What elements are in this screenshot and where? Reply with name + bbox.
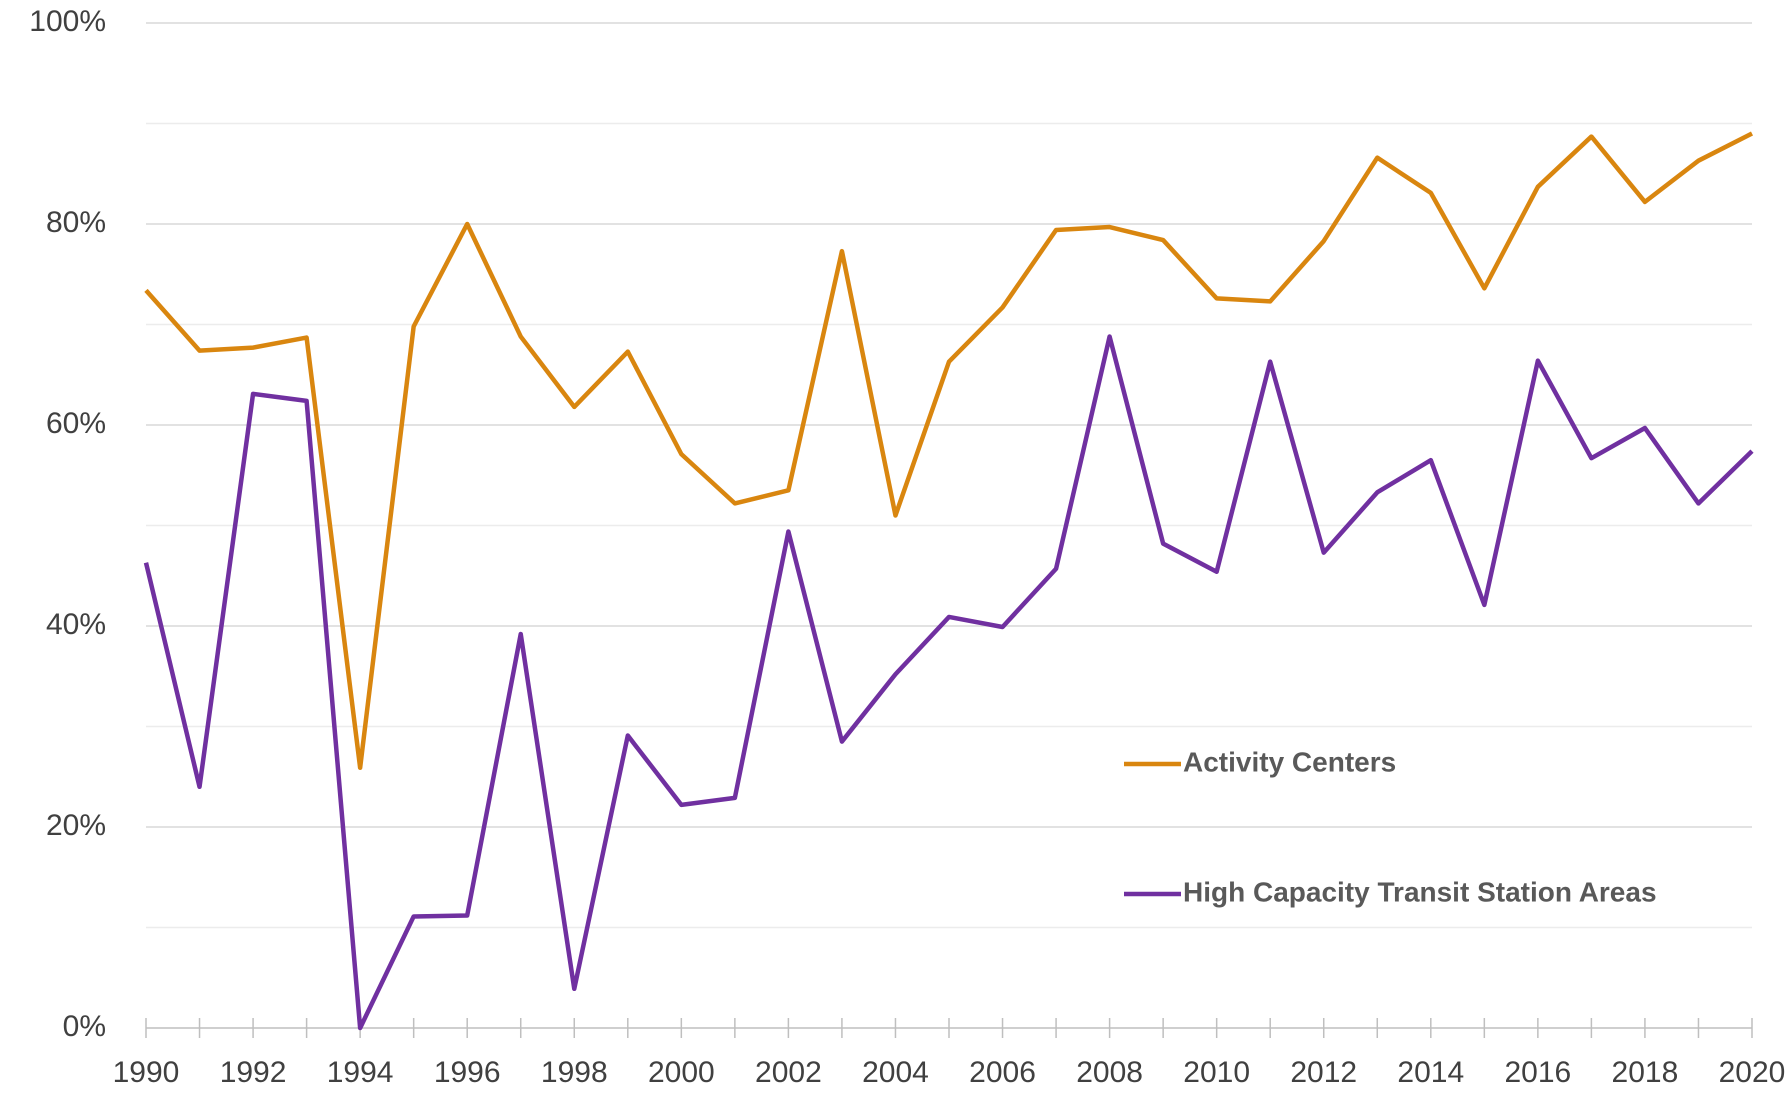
x-tick-label: 1994 <box>327 1056 394 1089</box>
x-tick-label: 2018 <box>1612 1056 1679 1089</box>
legend-label: Activity Centers <box>1183 746 1396 777</box>
legend-label: High Capacity Transit Station Areas <box>1183 876 1657 907</box>
x-tick-label: 2014 <box>1397 1056 1464 1089</box>
x-tick-label: 2012 <box>1290 1056 1357 1089</box>
x-tick-label: 2016 <box>1504 1056 1571 1089</box>
x-tick-label: 2010 <box>1183 1056 1250 1089</box>
y-tick-label: 0% <box>63 1010 106 1043</box>
series-line <box>144 131 1754 770</box>
y-tick-label: 100% <box>29 5 106 38</box>
x-tick-label: 2002 <box>755 1056 822 1089</box>
x-tick-label: 2006 <box>969 1056 1036 1089</box>
x-tick-label: 2000 <box>648 1056 715 1089</box>
y-tick-label: 80% <box>46 206 106 239</box>
y-tick-label: 20% <box>46 809 106 842</box>
series-line <box>143 334 1754 1031</box>
y-tick-label: 40% <box>46 608 106 641</box>
x-tick-label: 2020 <box>1719 1056 1786 1089</box>
x-tick-label: 1990 <box>113 1056 180 1089</box>
x-tick-label: 2004 <box>862 1056 929 1089</box>
x-tick-label: 1992 <box>220 1056 287 1089</box>
y-tick-label: 60% <box>46 407 106 440</box>
x-tick-label: 1996 <box>434 1056 501 1089</box>
x-tick-label: 1998 <box>541 1056 608 1089</box>
x-tick-label: 2008 <box>1076 1056 1143 1089</box>
